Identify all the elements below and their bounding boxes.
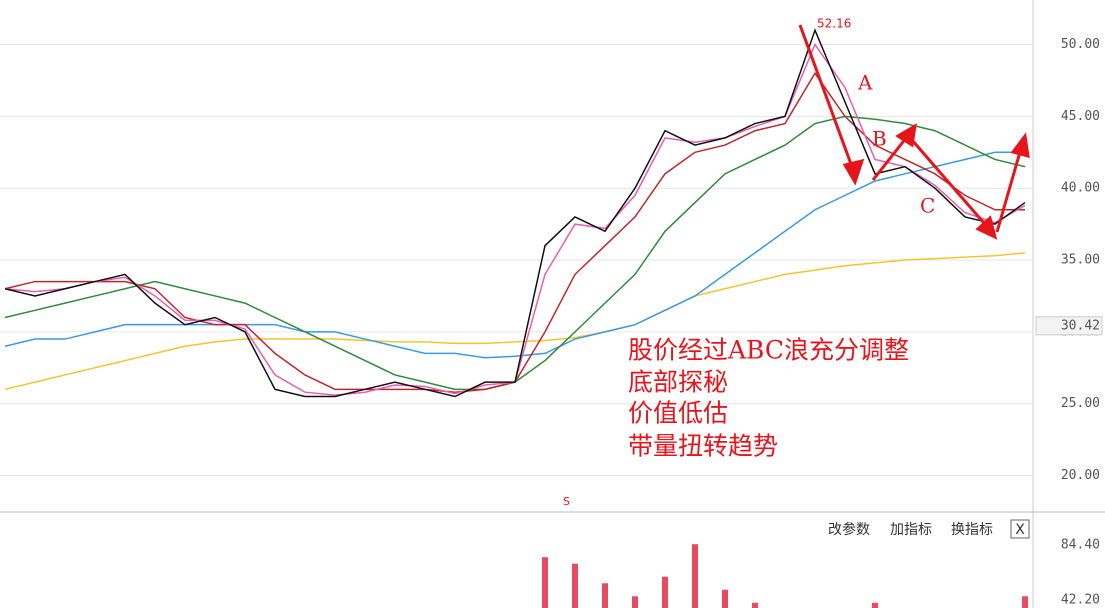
signal-label: S — [563, 495, 570, 508]
volume-bar — [752, 602, 758, 608]
last-price-box — [1035, 316, 1103, 336]
tool-button[interactable]: 加指标 — [890, 522, 932, 538]
arrow — [910, 139, 992, 231]
wave-arrows — [798, 24, 1030, 240]
note-line: 价值低估 — [628, 399, 728, 428]
volume-bar — [1022, 596, 1028, 608]
arrow-head — [1010, 132, 1030, 159]
y-tick-label: 35.00 — [1061, 253, 1100, 268]
y-tick-label: 25.00 — [1061, 396, 1100, 411]
wave-label: C — [920, 194, 935, 218]
volume-bar — [662, 576, 668, 608]
ma-line — [4, 252, 1026, 391]
close-label[interactable]: X — [1015, 522, 1025, 538]
volume-bar — [602, 583, 608, 608]
close-button[interactable] — [1010, 519, 1030, 539]
tool-button[interactable]: 改参数 — [828, 521, 870, 538]
arrow-head — [895, 123, 917, 148]
y-tick-label: 45.00 — [1061, 109, 1100, 124]
max-label: 52.16 — [817, 17, 851, 31]
volume-bar — [722, 589, 728, 608]
y-tick-label: 84.40 — [1061, 537, 1100, 552]
note-line: 带量扭转趋势 — [628, 432, 778, 461]
ma-line — [4, 28, 1026, 398]
volume-bar — [572, 563, 578, 608]
volume-bar — [542, 557, 548, 608]
ma-line — [4, 151, 1025, 359]
wave-label: A — [857, 71, 873, 95]
arrow-head — [975, 215, 998, 240]
volume-bar — [692, 544, 698, 608]
y-tick-label: 50.00 — [1061, 37, 1100, 52]
note-line: 底部探秘 — [628, 368, 728, 397]
arrow — [995, 144, 1024, 233]
y-tick-label: 40.00 — [1061, 181, 1100, 196]
y-tick-label: 42.20 — [1061, 592, 1100, 607]
volume-bar — [632, 596, 638, 608]
wave-label: B — [872, 127, 887, 151]
volume-bar — [872, 602, 878, 608]
last-price-label: 30.42 — [1061, 318, 1100, 333]
arrow-head — [842, 158, 865, 186]
tool-button[interactable]: 换指标 — [951, 521, 993, 538]
arrow — [798, 24, 857, 176]
y-tick-label: 20.00 — [1061, 468, 1100, 483]
note-line: 股价经过ABC浪充分调整 — [628, 336, 909, 365]
